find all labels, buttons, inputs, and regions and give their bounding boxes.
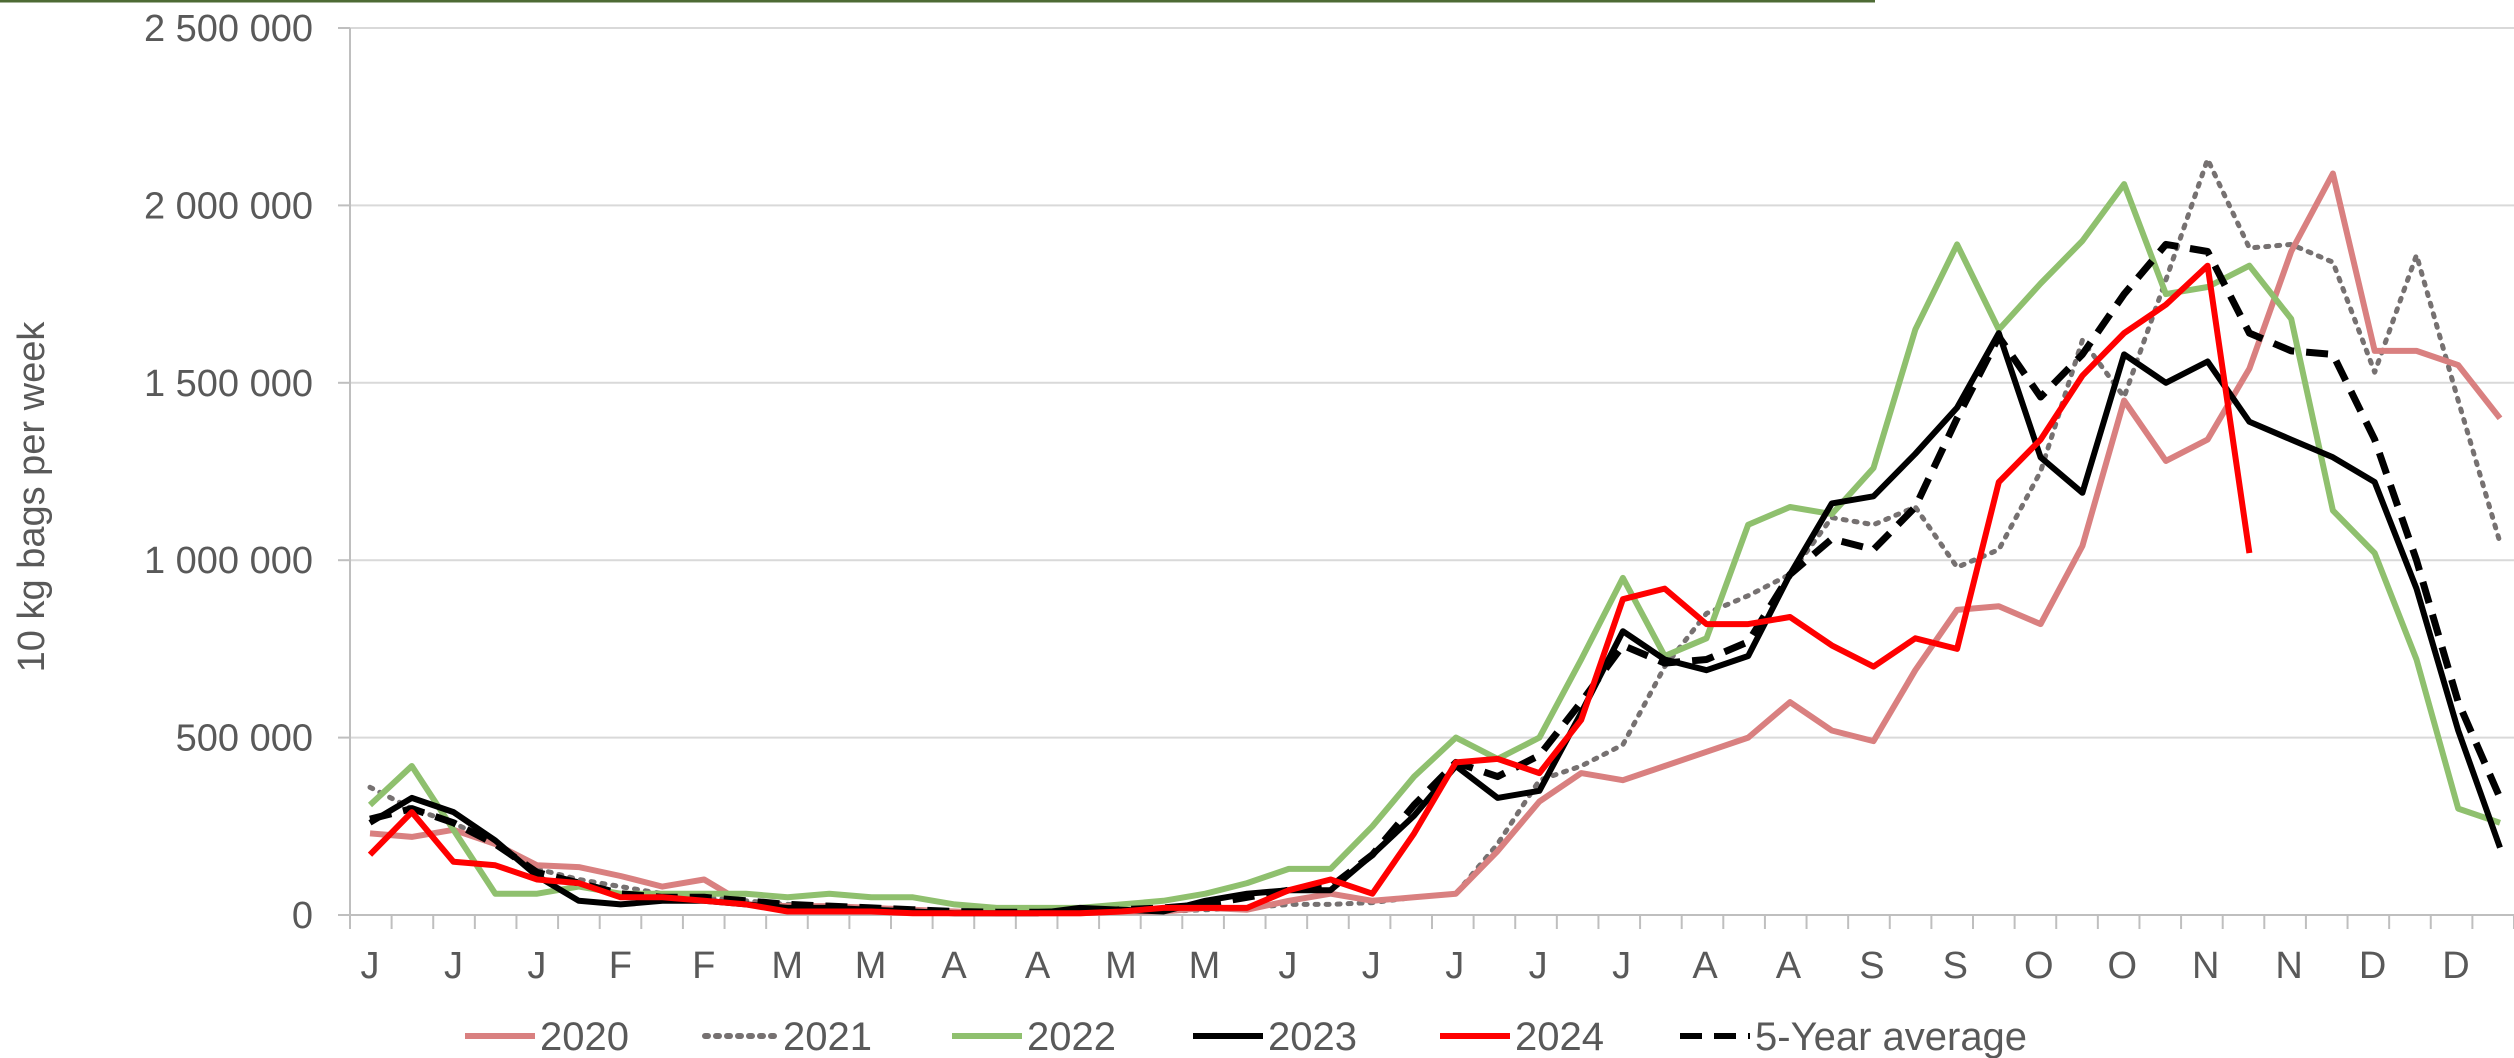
x-tick-label: M xyxy=(1105,945,1137,987)
y-tick-label: 2 500 000 xyxy=(144,8,313,50)
y-axis-title: 10 kg bags per week xyxy=(11,321,53,673)
x-tick-label: M xyxy=(1189,945,1221,987)
y-tick-label: 1 000 000 xyxy=(144,540,313,582)
x-tick-label: J xyxy=(1362,945,1381,987)
x-tick-label: D xyxy=(2359,945,2386,987)
axes xyxy=(349,28,2514,929)
x-tick-label: J xyxy=(1278,945,1297,987)
y-tick-label: 500 000 xyxy=(176,718,313,760)
x-tick-label: N xyxy=(2192,945,2219,987)
legend-label: 2020 xyxy=(540,1015,629,1058)
x-tick-label: N xyxy=(2275,945,2302,987)
series-line-2023 xyxy=(368,330,2503,917)
gridlines xyxy=(338,27,2514,916)
x-tick-label: J xyxy=(361,945,380,987)
x-tick-label: F xyxy=(692,945,715,987)
x-tick-label: A xyxy=(1025,945,1051,987)
x-tick-label: J xyxy=(527,945,546,987)
x-tick-label: O xyxy=(2107,945,2137,987)
series-line-5-year-average xyxy=(369,240,2504,916)
legend-label: 2023 xyxy=(1268,1015,1357,1058)
x-tick-label: F xyxy=(609,945,632,987)
x-tick-label: J xyxy=(1529,945,1548,987)
legend-label: 5-Year average xyxy=(1755,1015,2027,1058)
x-tick-label: M xyxy=(855,945,887,987)
legend-label: 2022 xyxy=(1027,1015,1116,1058)
x-tick-label: M xyxy=(771,945,803,987)
x-tick-label: J xyxy=(1445,945,1464,987)
x-tick-label: S xyxy=(1943,945,1968,987)
legend: 2020 2021 2022 2023 2024 5-Year average xyxy=(465,1015,2027,1058)
y-tick-label: 2 000 000 xyxy=(144,185,313,227)
legend-label: 2024 xyxy=(1515,1015,1604,1058)
series-lines xyxy=(367,156,2504,917)
x-tick-label: O xyxy=(2024,945,2054,987)
series-line-2024 xyxy=(367,262,2253,917)
y-tick-label: 0 xyxy=(292,895,313,937)
legend-label: 2021 xyxy=(783,1015,872,1058)
series-line-2022 xyxy=(367,181,2501,911)
y-tick-label: 1 500 000 xyxy=(144,363,313,405)
x-tick-label: A xyxy=(1776,945,1802,987)
x-tick-label: D xyxy=(2442,945,2469,987)
y-tick-labels: 0 500 000 1 000 000 1 500 000 2 000 000 2 500… xyxy=(144,8,313,937)
x-tick-label: A xyxy=(941,945,967,987)
x-tick-label: A xyxy=(1692,945,1718,987)
x-tick-label: J xyxy=(444,945,463,987)
x-tick-label: J xyxy=(1612,945,1631,987)
x-tick-label: S xyxy=(1859,945,1884,987)
